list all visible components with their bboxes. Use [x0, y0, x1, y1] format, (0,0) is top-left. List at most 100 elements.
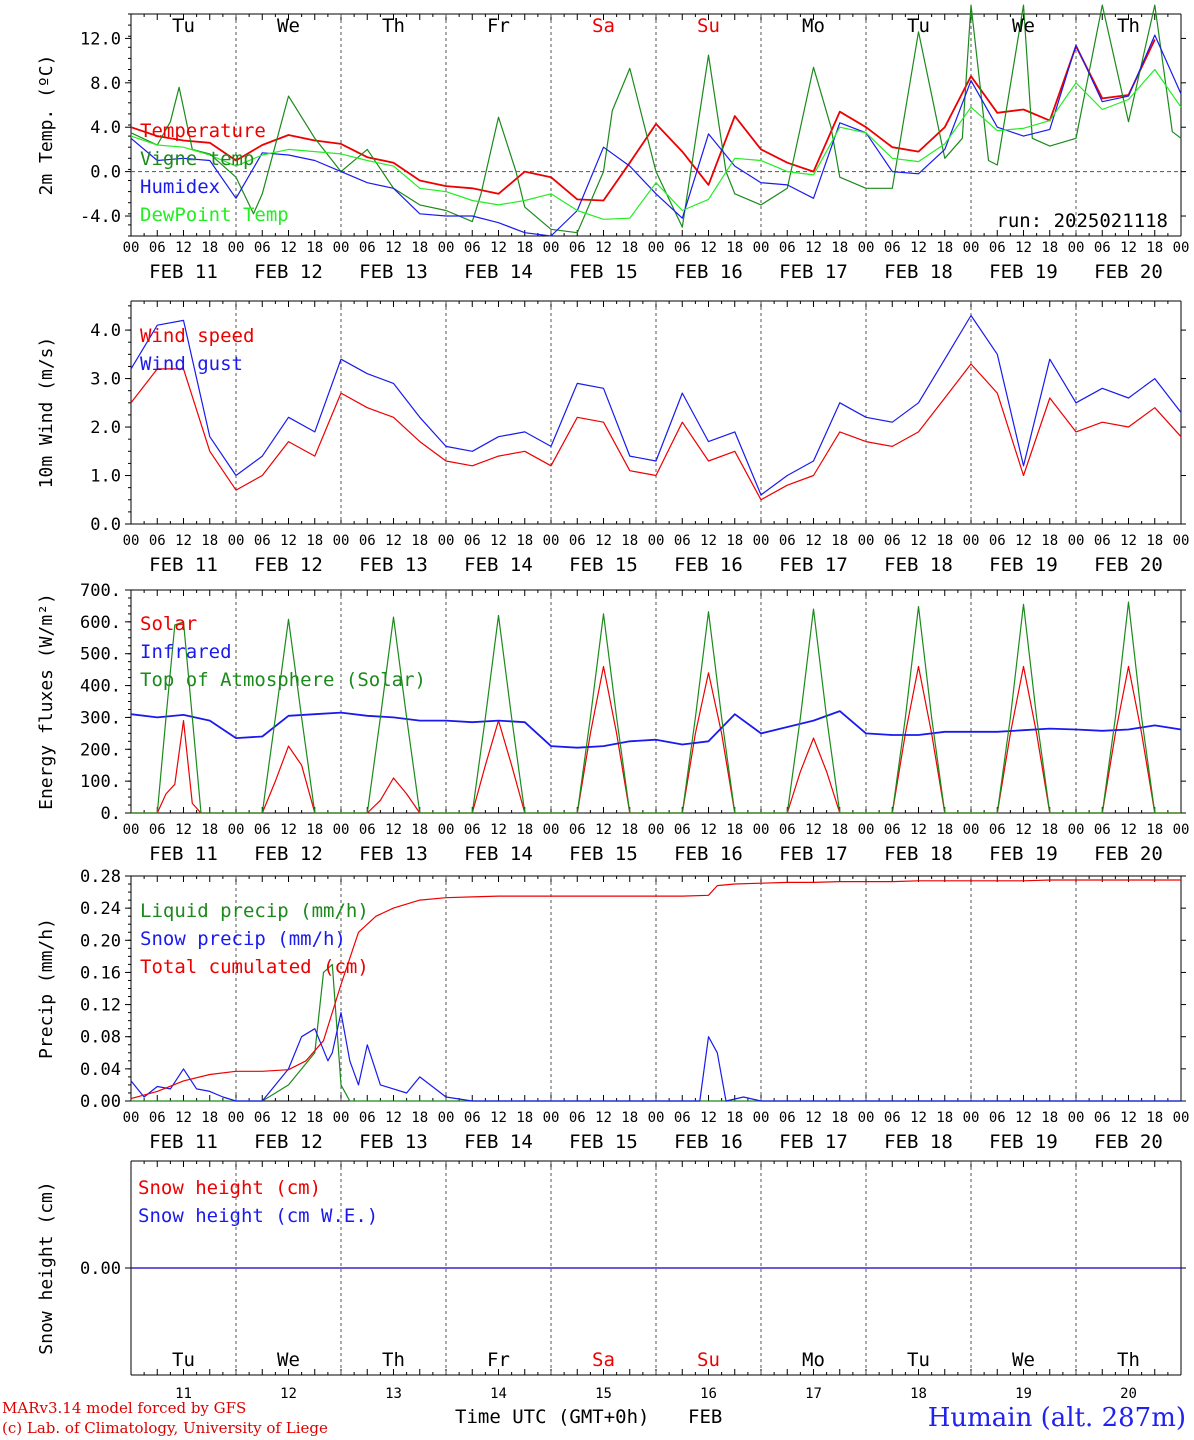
- y-tick-label: 0.12: [80, 996, 121, 1016]
- hour-label: 00: [1068, 1110, 1085, 1126]
- panel-5: [125, 1160, 1186, 1376]
- date-label: FEB 15: [569, 1131, 638, 1153]
- hour-label: 00: [438, 1110, 455, 1126]
- hour-label: 12: [175, 1110, 192, 1126]
- legend-entry: Infrared: [140, 641, 232, 663]
- hour-label: 00: [333, 533, 350, 549]
- hour-label: 00: [753, 1110, 770, 1126]
- date-label: FEB 19: [989, 554, 1058, 576]
- hour-label: 06: [254, 822, 271, 838]
- hour-label: 00: [123, 533, 140, 549]
- weekday-label: Sa: [592, 1349, 615, 1371]
- weekday-label: Fr: [487, 15, 510, 37]
- hour-label: 12: [595, 533, 612, 549]
- hour-label: 12: [700, 1110, 717, 1126]
- day-number: 20: [1120, 1386, 1137, 1402]
- hour-label: 12: [280, 240, 297, 256]
- hour-label: 12: [805, 822, 822, 838]
- y-tick-label: 0.0: [90, 515, 121, 535]
- y-tick-label: 8.0: [90, 74, 121, 94]
- date-label: FEB 12: [254, 1131, 323, 1153]
- series-line-wind-speed: [130, 363, 1182, 501]
- hour-label: 18: [1041, 240, 1058, 256]
- day-number: 17: [805, 1386, 822, 1402]
- date-label: FEB 13: [359, 843, 428, 865]
- date-label: FEB 16: [674, 843, 743, 865]
- panel-4: [125, 875, 1186, 1102]
- y-tick-label: 100.: [80, 772, 121, 792]
- weekday-label: Tu: [172, 15, 195, 37]
- hour-label: 18: [201, 1110, 218, 1126]
- hour-label: 00: [1068, 822, 1085, 838]
- date-label: FEB 16: [674, 554, 743, 576]
- date-label: FEB 17: [779, 843, 848, 865]
- hour-label: 18: [831, 1110, 848, 1126]
- hour-label: 06: [989, 533, 1006, 549]
- day-number: 13: [385, 1386, 402, 1402]
- day-number: 19: [1015, 1386, 1032, 1402]
- hour-label: 18: [201, 240, 218, 256]
- hour-label: 18: [1146, 822, 1163, 838]
- weekday-label: Mo: [802, 1349, 825, 1371]
- hour-label: 06: [674, 240, 691, 256]
- hour-label: 12: [910, 822, 927, 838]
- hour-label: 06: [569, 822, 586, 838]
- weekday-label: Tu: [907, 15, 930, 37]
- date-label: FEB 13: [359, 261, 428, 283]
- hour-label: 00: [963, 822, 980, 838]
- hour-label: 00: [123, 1110, 140, 1126]
- weekday-label: Su: [697, 15, 720, 37]
- date-label: FEB 19: [989, 843, 1058, 865]
- hour-label: 12: [910, 533, 927, 549]
- hour-label: 12: [490, 822, 507, 838]
- series-line-top-of-atmosphere-solar: [131, 601, 1181, 814]
- hour-label: 12: [910, 240, 927, 256]
- hour-label: 00: [648, 822, 665, 838]
- hour-label: 18: [201, 822, 218, 838]
- date-label: FEB 18: [884, 261, 953, 283]
- date-label: FEB 20: [1094, 1131, 1163, 1153]
- hour-label: 18: [411, 533, 428, 549]
- weekday-label: Th: [1117, 15, 1140, 37]
- hour-label: 18: [621, 1110, 638, 1126]
- hour-label: 06: [1094, 533, 1111, 549]
- day-number: 16: [700, 1386, 717, 1402]
- hour-label: 18: [831, 533, 848, 549]
- y-tick-label: 0.00: [80, 1259, 121, 1279]
- hour-label: 00: [543, 1110, 560, 1126]
- hour-label: 12: [175, 240, 192, 256]
- date-label: FEB 20: [1094, 554, 1163, 576]
- hour-label: 18: [516, 240, 533, 256]
- legend-entry: Wind gust: [140, 353, 243, 375]
- y-axis-title: 2m Temp. (ºC): [36, 55, 57, 196]
- hour-label: 12: [1120, 240, 1137, 256]
- y-tick-label: 0.24: [80, 899, 121, 919]
- y-tick-label: 0.04: [80, 1060, 121, 1080]
- date-label: FEB 18: [884, 1131, 953, 1153]
- y-axis-title: Energy fluxes (W/m²): [36, 593, 57, 810]
- hour-label: 18: [411, 240, 428, 256]
- date-label: FEB 11: [149, 261, 218, 283]
- hour-label: 12: [175, 533, 192, 549]
- weekday-label: We: [277, 15, 300, 37]
- hour-label: 06: [884, 1110, 901, 1126]
- date-label: FEB 19: [989, 1131, 1058, 1153]
- date-label: FEB 12: [254, 261, 323, 283]
- y-axis-title: Snow height (cm): [36, 1181, 57, 1354]
- hour-label: 06: [149, 1110, 166, 1126]
- hour-label: 18: [306, 822, 323, 838]
- hour-label: 00: [858, 1110, 875, 1126]
- hour-label: 06: [359, 533, 376, 549]
- legend-entry: Snow precip (mm/h): [140, 928, 346, 950]
- hour-label: 00: [333, 240, 350, 256]
- legend-entry: DewPoint Temp: [140, 204, 289, 226]
- day-number: 12: [280, 1386, 297, 1402]
- y-tick-label: -4.0: [80, 207, 121, 227]
- hour-label: 18: [1041, 822, 1058, 838]
- hour-label: 00: [228, 240, 245, 256]
- hour-label: 12: [280, 1110, 297, 1126]
- hour-label: 12: [385, 822, 402, 838]
- hour-label: 12: [700, 822, 717, 838]
- hour-label: 18: [726, 533, 743, 549]
- legend-entry: Liquid precip (mm/h): [140, 900, 369, 922]
